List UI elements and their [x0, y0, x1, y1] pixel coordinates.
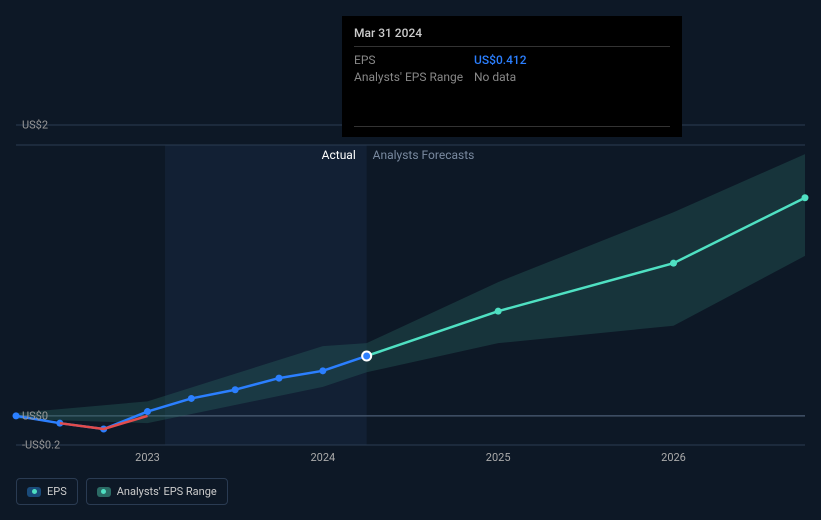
analyst-range-area	[16, 154, 805, 423]
region-label-forecast: Analysts Forecasts	[373, 148, 475, 162]
eps-actual-line-point[interactable]	[232, 386, 239, 393]
legend-swatch-range	[97, 487, 111, 497]
tooltip-spacer	[354, 87, 670, 127]
eps-forecast-line-point[interactable]	[670, 260, 677, 267]
eps-actual-line-point[interactable]	[13, 412, 20, 419]
tooltip-date: Mar 31 2024	[354, 26, 670, 47]
y-axis-label: US$0	[22, 409, 48, 422]
legend-label: Analysts' EPS Range	[117, 485, 217, 498]
tooltip-value: No data	[474, 70, 516, 84]
y-axis-label: -US$0.2	[22, 439, 60, 452]
y-axis-label: US$2	[22, 119, 48, 132]
legend-item-eps[interactable]: EPS	[16, 478, 78, 505]
tooltip-value: US$0.412	[474, 53, 527, 67]
eps-chart: Mar 31 2024 EPS US$0.412 Analysts' EPS R…	[0, 0, 821, 520]
x-axis-label: 2025	[486, 451, 511, 464]
eps-actual-line-point[interactable]	[319, 367, 326, 374]
tooltip-row-range: Analysts' EPS Range No data	[354, 70, 670, 84]
x-axis-label: 2026	[661, 451, 686, 464]
tooltip-label: Analysts' EPS Range	[354, 70, 474, 84]
eps-forecast-line-point[interactable]	[802, 194, 809, 201]
legend-item-range[interactable]: Analysts' EPS Range	[86, 478, 228, 505]
chart-legend: EPS Analysts' EPS Range	[16, 478, 228, 505]
tooltip-row-eps: EPS US$0.412	[354, 53, 670, 67]
chart-tooltip: Mar 31 2024 EPS US$0.412 Analysts' EPS R…	[342, 16, 682, 137]
region-label-actual: Actual	[322, 148, 356, 162]
legend-swatch-eps	[27, 487, 41, 497]
eps-actual-line-point[interactable]	[144, 408, 151, 415]
x-axis-label: 2024	[310, 451, 335, 464]
x-axis-label: 2023	[135, 451, 160, 464]
hover-marker	[362, 351, 371, 360]
eps-forecast-line-point[interactable]	[495, 308, 502, 315]
eps-actual-line-point[interactable]	[188, 395, 195, 402]
tooltip-label: EPS	[354, 53, 474, 67]
eps-actual-line-point[interactable]	[276, 375, 283, 382]
legend-label: EPS	[47, 485, 67, 498]
